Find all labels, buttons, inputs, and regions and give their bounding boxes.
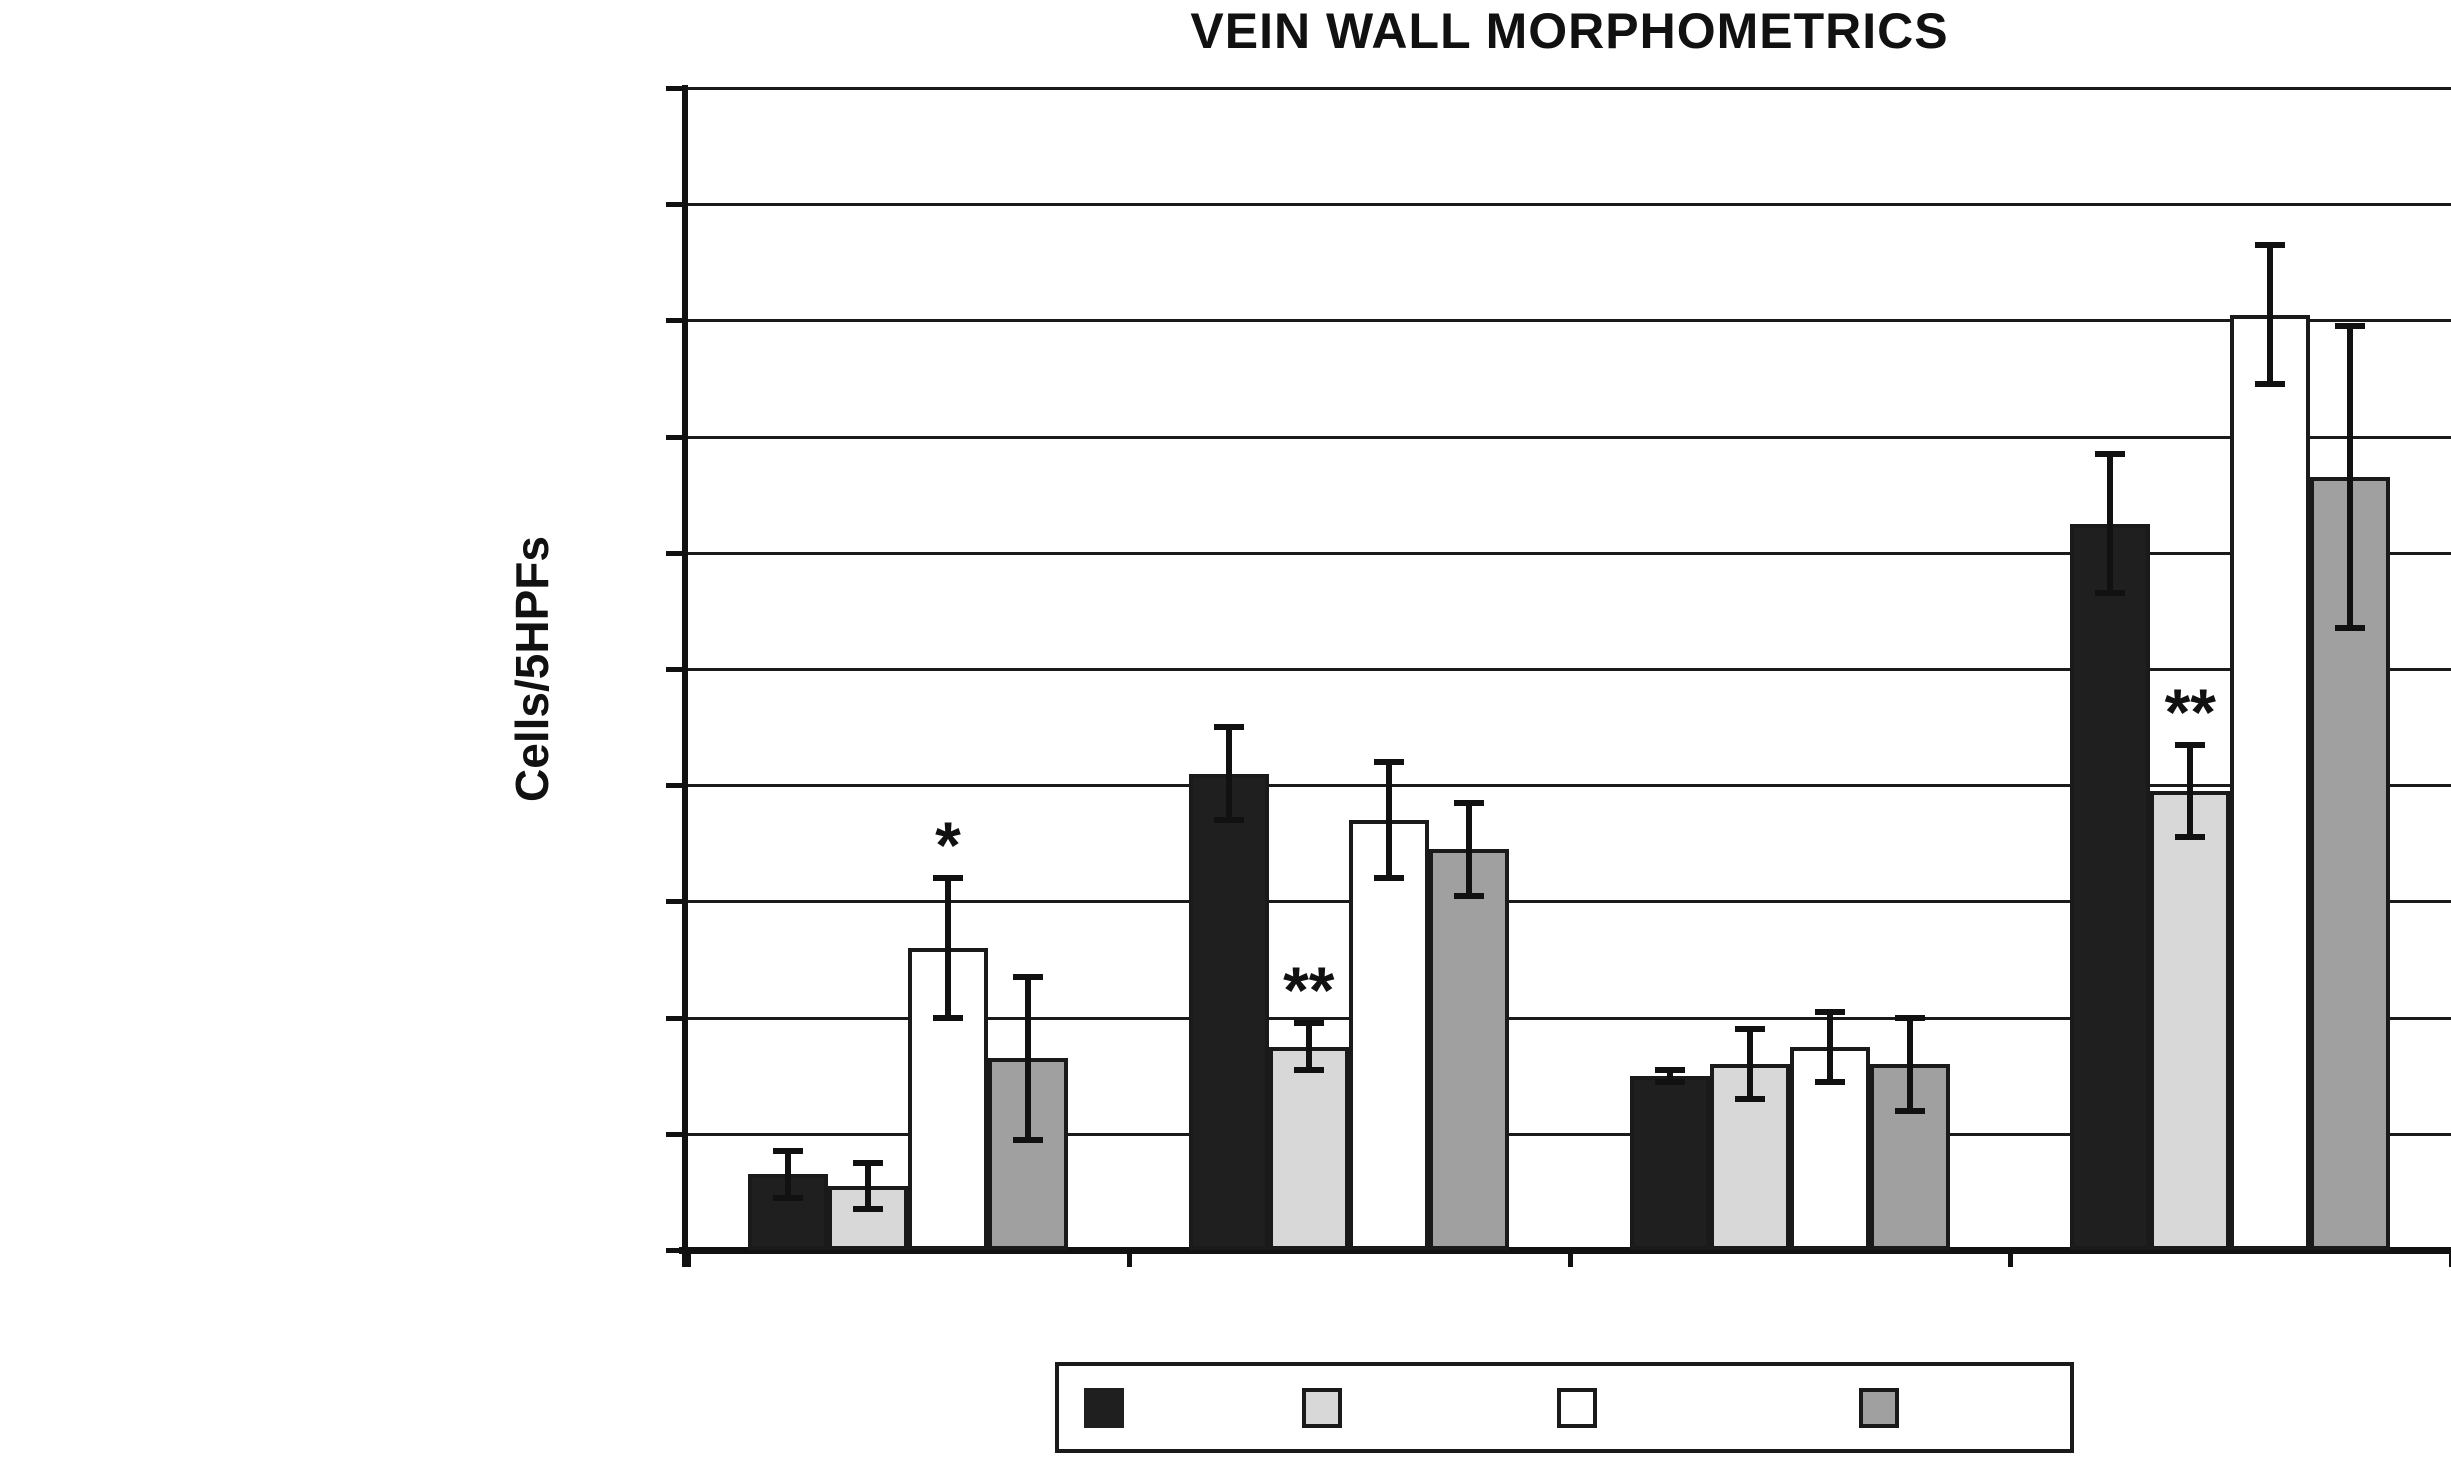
error-cap-bottom [2175, 834, 2206, 841]
bar-gray-group2 [1428, 849, 1509, 1250]
error-bar-gray-group3 [1906, 1017, 1913, 1111]
error-cap-top [1293, 1020, 1324, 1027]
x-axis-tick [2008, 1250, 2014, 1267]
error-cap-bottom [1654, 1078, 1685, 1085]
error-bar-black-group4 [2107, 454, 2114, 594]
y-gridline [688, 1016, 2451, 1020]
y-gridline [688, 668, 2451, 671]
error-bar-white-group2 [1385, 761, 1392, 879]
error-cap-top [853, 1159, 883, 1166]
y-axis-tick [666, 783, 682, 789]
legend-swatch-light-gray [1302, 1388, 1342, 1428]
y-gridline [688, 784, 2451, 788]
significance-marker: * [935, 808, 961, 883]
error-bar-black-group2 [1225, 727, 1232, 821]
legend-swatch-black [1084, 1388, 1124, 1428]
y-axis-tick [666, 899, 682, 905]
bar-black-group4 [2070, 523, 2151, 1250]
error-cap-bottom [1373, 875, 1404, 882]
y-axis-tick [666, 202, 682, 208]
bar-light-gray-group4 [2150, 791, 2231, 1250]
y-axis-tick [666, 434, 682, 440]
error-cap-top [773, 1148, 803, 1155]
y-axis-tick [666, 1248, 682, 1253]
error-cap-top [1013, 973, 1043, 980]
x-axis-tick [2449, 1250, 2451, 1267]
bar-light-gray-group2 [1268, 1046, 1349, 1250]
error-cap-bottom [1814, 1078, 1845, 1085]
significance-marker: ** [2164, 674, 2216, 749]
error-cap-top [1453, 799, 1484, 806]
error-bar-light-gray-group4 [2187, 744, 2194, 838]
error-cap-bottom [2255, 381, 2286, 388]
error-bar-light-gray-group2 [1305, 1023, 1312, 1070]
y-axis-tick [666, 318, 682, 324]
error-cap-bottom [773, 1194, 803, 1201]
y-axis-tick [666, 1015, 682, 1021]
error-cap-bottom [853, 1206, 883, 1213]
y-gridline [688, 900, 2451, 904]
error-cap-bottom [2335, 625, 2366, 632]
error-cap-top [1734, 1026, 1765, 1033]
y-gridline [688, 551, 2451, 555]
bar-black-group2 [1188, 773, 1269, 1250]
x-axis-line [679, 1247, 2451, 1254]
error-cap-top [933, 875, 963, 882]
x-axis-tick [1567, 1250, 1573, 1267]
error-bar-white-group3 [1826, 1011, 1833, 1082]
y-axis-line [682, 85, 688, 1267]
y-gridline [688, 319, 2451, 323]
y-axis-tick [666, 550, 682, 556]
y-axis-tick [666, 86, 682, 91]
y-axis-tick [666, 667, 682, 672]
error-cap-bottom [1734, 1095, 1765, 1102]
bar-black-group3 [1629, 1075, 1710, 1250]
x-axis-tick [686, 1250, 691, 1267]
y-gridline [688, 435, 2451, 439]
error-cap-bottom [2095, 590, 2126, 597]
error-cap-bottom [1213, 817, 1244, 824]
error-bar-black-group3 [1666, 1069, 1673, 1082]
error-cap-top [2095, 451, 2126, 458]
legend-box [1055, 1362, 2074, 1453]
error-cap-bottom [1013, 1136, 1043, 1143]
error-bar-gray-group4 [2347, 326, 2354, 629]
error-cap-top [1894, 1014, 1925, 1021]
chart-title: VEIN WALL MORPHOMETRICS [1190, 3, 1949, 59]
significance-marker: ** [1283, 953, 1335, 1028]
error-cap-bottom [1453, 892, 1484, 899]
y-gridline [688, 1132, 2451, 1136]
y-axis-tick [666, 1131, 682, 1137]
error-cap-top [1213, 724, 1244, 731]
bar-white-group4 [2230, 314, 2311, 1250]
error-cap-top [1814, 1008, 1845, 1015]
error-cap-bottom [933, 1014, 963, 1021]
y-gridline [688, 87, 2451, 90]
bar-gray-group4 [2310, 477, 2391, 1250]
error-cap-top [2255, 241, 2286, 248]
error-cap-top [2335, 323, 2366, 330]
bar-white-group2 [1348, 820, 1429, 1250]
error-bar-light-gray-group3 [1746, 1029, 1753, 1099]
error-cap-top [1373, 758, 1404, 765]
error-bar-gray-group1 [1025, 976, 1031, 1140]
error-cap-bottom [1293, 1066, 1324, 1073]
error-bar-white-group1 [945, 878, 951, 1018]
legend-swatch-gray [1859, 1388, 1899, 1428]
error-bar-light-gray-group1 [865, 1162, 871, 1210]
error-bar-gray-group2 [1465, 802, 1472, 896]
error-cap-top [2175, 741, 2206, 748]
error-bar-black-group1 [785, 1151, 791, 1198]
error-bar-white-group4 [2267, 244, 2274, 385]
legend-swatch-white [1557, 1388, 1597, 1428]
error-cap-bottom [1894, 1107, 1925, 1114]
x-axis-tick [1126, 1250, 1132, 1267]
y-gridline [688, 203, 2451, 207]
error-cap-top [1654, 1066, 1685, 1073]
